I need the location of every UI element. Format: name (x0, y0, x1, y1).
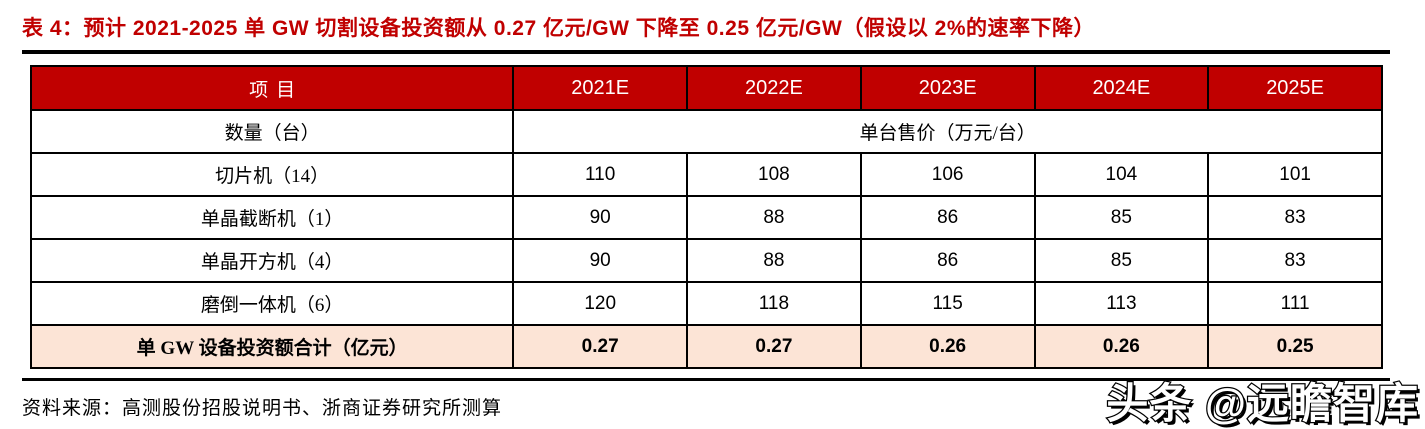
source-note: 资料来源：高测股份招股说明书、浙商证券研究所测算 (22, 398, 503, 419)
table-row: 单晶截断机（1） 90 88 86 85 83 (29, 195, 1383, 240)
table-header-row: 项目 2021E 2022E 2023E 2024E 2025E (29, 65, 1383, 111)
table-row: 切片机（14） 110 108 106 104 101 (29, 152, 1383, 197)
row-label: 单晶截断机（1） (29, 195, 515, 240)
column-header-2023e: 2023E (859, 65, 1036, 111)
cell-value: 85 (1033, 195, 1210, 240)
cell-value: 0.25 (1207, 324, 1383, 369)
table-row: 磨倒一体机（6） 120 118 115 113 111 (29, 281, 1383, 326)
cell-value: 108 (686, 152, 862, 197)
table-title: 表 4：预计 2021-2025 单 GW 切割设备投资额从 0.27 亿元/G… (22, 17, 1096, 40)
cell-value: 0.27 (686, 324, 862, 369)
cell-value: 86 (859, 238, 1036, 283)
column-header-2021e: 2021E (512, 65, 689, 111)
cell-value: 88 (686, 195, 862, 240)
cell-value: 115 (859, 281, 1036, 326)
toutiao-watermark: 头条 @远瞻智库 (1105, 379, 1419, 429)
cell-value: 118 (686, 281, 862, 326)
total-row-label: 单 GW 设备投资额合计（亿元） (29, 324, 515, 369)
cell-value: 0.26 (859, 324, 1036, 369)
cell-value: 110 (512, 152, 689, 197)
cell-value: 0.26 (1033, 324, 1210, 369)
column-header-2024e: 2024E (1033, 65, 1210, 111)
footer-divider-rule (22, 378, 1390, 381)
row-label: 磨倒一体机（6） (29, 281, 515, 326)
cell-value: 111 (1207, 281, 1383, 326)
row-label: 切片机（14） (29, 152, 515, 197)
cell-value: 83 (1207, 238, 1383, 283)
total-row: 单 GW 设备投资额合计（亿元） 0.27 0.27 0.26 0.26 0.2… (29, 324, 1383, 369)
subheader-row: 数量（台） 单台售价（万元/台） (29, 109, 1383, 154)
column-header-2022e: 2022E (686, 65, 862, 111)
column-header-2025e: 2025E (1207, 65, 1383, 111)
cell-value: 120 (512, 281, 689, 326)
subheader-quantity-label: 数量（台） (29, 109, 515, 154)
cell-value: 0.27 (512, 324, 689, 369)
row-label: 单晶开方机（4） (29, 238, 515, 283)
cell-value: 90 (512, 238, 689, 283)
cell-value: 113 (1033, 281, 1210, 326)
cell-value: 85 (1033, 238, 1210, 283)
table-row: 单晶开方机（4） 90 88 86 85 83 (29, 238, 1383, 283)
title-divider-rule (22, 50, 1390, 54)
cell-value: 104 (1033, 152, 1210, 197)
cell-value: 90 (512, 195, 689, 240)
column-header-item: 项目 (29, 65, 515, 111)
cell-value: 83 (1207, 195, 1383, 240)
subheader-unit-price-label: 单台售价（万元/台） (512, 109, 1383, 154)
forecast-table: 项目 2021E 2022E 2023E 2024E 2025E 数量（台） 单… (29, 65, 1383, 369)
cell-value: 101 (1207, 152, 1383, 197)
cell-value: 106 (859, 152, 1036, 197)
cell-value: 88 (686, 238, 862, 283)
cell-value: 86 (859, 195, 1036, 240)
